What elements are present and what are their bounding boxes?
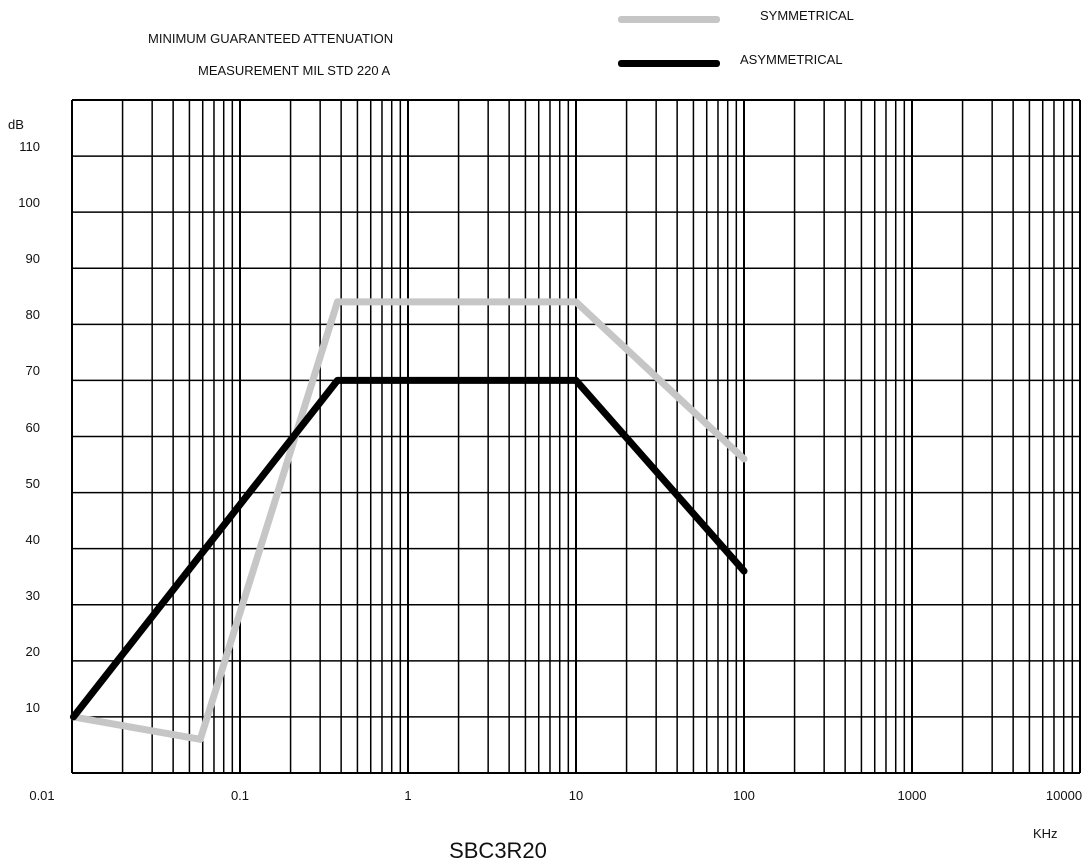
y-tick-label: 20: [25, 643, 40, 659]
y-tick-label: 100: [18, 195, 40, 211]
series-layer: [69, 298, 748, 743]
series-line-symmetrical: [69, 298, 748, 743]
x-tick-label: 10000: [1045, 788, 1083, 803]
y-tick-label: 30: [25, 587, 40, 603]
chart-title-line2: MEASUREMENT MIL STD 220 A: [198, 63, 391, 78]
legend-swatch-symmetrical: [618, 16, 720, 23]
y-tick-label: 110: [19, 139, 40, 155]
x-tick-label: 100: [733, 788, 755, 803]
series-line-asymmetrical: [69, 376, 748, 721]
x-tick-label: 10: [568, 788, 584, 803]
chart-title-line1: MINIMUM GUARANTEED ATTENUATION: [148, 31, 394, 46]
legend-label-symmetrical: SYMMETRICAL: [760, 8, 854, 23]
y-tick-label: 70: [25, 363, 40, 379]
x-tick-label: 1000: [897, 788, 927, 803]
legend-swatch-asymmetrical: [618, 60, 720, 67]
y-tick-label: 60: [25, 419, 40, 435]
y-tick-label: 10: [25, 699, 40, 715]
x-axis-label: KHz: [1033, 826, 1058, 841]
x-tick-label: 0.01: [29, 788, 55, 803]
legend-label-asymmetrical: ASYMMETRICAL: [740, 52, 843, 67]
x-tick-label: 1: [404, 788, 412, 803]
y-tick-label: 50: [25, 475, 40, 491]
grid: [71, 99, 1081, 774]
part-number: SBC3R20: [449, 838, 547, 863]
y-axis-label: dB: [8, 117, 24, 132]
x-tick-label: 0.1: [230, 788, 250, 803]
y-tick-label: 90: [25, 251, 40, 267]
y-tick-label: 80: [25, 307, 40, 323]
y-tick-label: 40: [25, 531, 40, 547]
